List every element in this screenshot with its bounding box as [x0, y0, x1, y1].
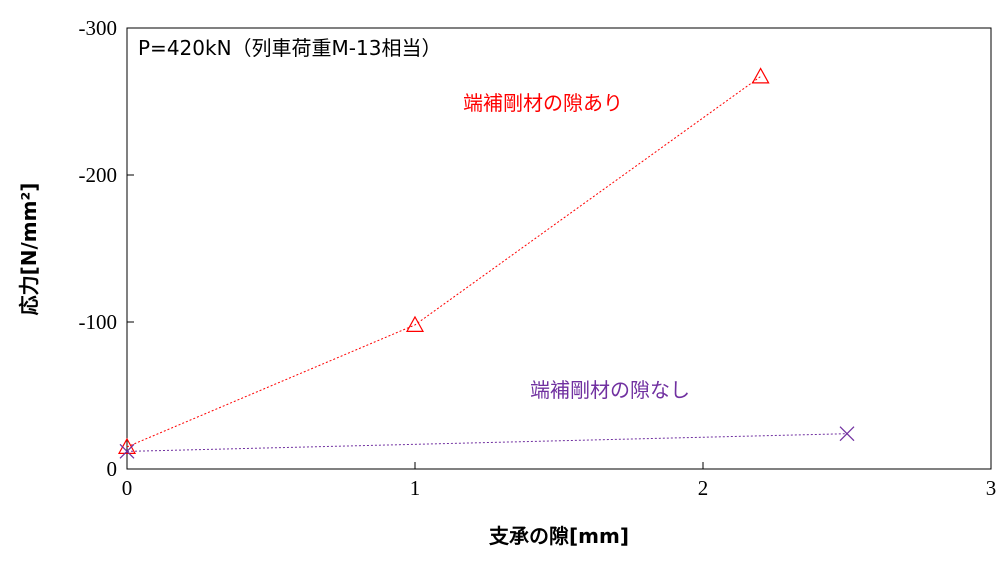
y-tick-label: -200	[79, 163, 118, 187]
series-1-point	[405, 315, 425, 332]
y-axis-title: 応力[N/mm²]	[17, 183, 41, 316]
x-tick-label: 2	[698, 476, 709, 500]
series-2-point	[839, 426, 855, 442]
tick-labels: 0 1 2 3 0 -100 -200 -300	[79, 16, 997, 500]
x-tick-label: 1	[410, 476, 421, 500]
y-tick-label: -300	[79, 16, 118, 40]
series-2-point	[119, 443, 135, 459]
ticks	[126, 27, 992, 470]
series-2-line	[126, 433, 848, 452]
series-1	[117, 67, 770, 454]
x-tick-label: 0	[122, 476, 133, 500]
series-layer	[117, 67, 855, 459]
series-1-point	[751, 67, 770, 84]
y-tick-label: 0	[107, 457, 118, 481]
x-tick-label: 3	[986, 476, 997, 500]
x-axis-title: 支承の隙[mm]	[489, 524, 629, 548]
y-tick-label: -100	[79, 310, 118, 334]
series-2	[119, 426, 855, 459]
annotation-with-gap: 端補剛材の隙あり	[463, 91, 623, 115]
series-1-line	[126, 76, 761, 448]
plot-area	[126, 27, 992, 470]
annotation-without-gap: 端補剛材の隙なし	[530, 378, 690, 402]
series-1-point	[117, 437, 137, 454]
annotation-load: P=420kN（列車荷重M-13相当）	[138, 36, 441, 60]
